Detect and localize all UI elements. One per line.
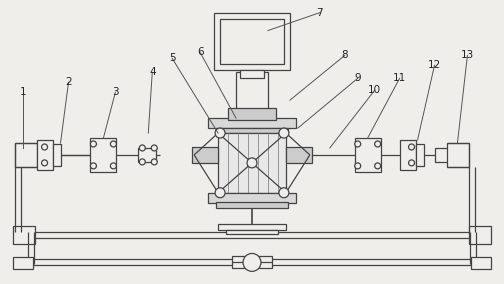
Bar [469,225,491,243]
Bar [216,202,288,208]
Text: 9: 9 [354,73,361,83]
Text: 10: 10 [368,85,381,95]
Circle shape [409,160,415,166]
Text: 11: 11 [393,73,406,83]
Circle shape [151,145,157,151]
Bar [226,229,278,233]
Circle shape [247,158,257,168]
Circle shape [110,163,116,169]
Bar [286,147,312,163]
Bar [52,144,60,166]
Circle shape [355,163,361,169]
Circle shape [279,188,289,198]
Bar [208,118,296,128]
Text: 13: 13 [461,51,474,60]
Bar [471,257,491,270]
Bar [37,140,52,170]
Circle shape [42,160,47,166]
Bar [236,72,268,118]
Circle shape [42,144,47,150]
Bar [218,133,286,193]
Bar [355,138,381,172]
Bar [13,225,35,243]
Circle shape [374,141,381,147]
Bar [228,108,276,120]
Text: 5: 5 [169,53,175,63]
Text: 4: 4 [149,67,156,77]
Circle shape [139,159,145,165]
Circle shape [151,159,157,165]
Circle shape [279,128,289,138]
Bar [13,257,33,270]
Bar [192,147,218,163]
Circle shape [215,128,225,138]
Circle shape [110,141,116,147]
Bar [240,70,264,78]
Text: 7: 7 [317,8,323,18]
Text: 12: 12 [428,60,441,70]
Circle shape [139,145,145,151]
Bar [416,144,423,166]
Bar [214,12,290,70]
Circle shape [355,141,361,147]
Circle shape [90,163,96,169]
Text: 2: 2 [65,77,72,87]
Circle shape [243,253,261,272]
Circle shape [374,163,381,169]
Bar [220,19,284,64]
Circle shape [409,144,415,150]
Circle shape [90,141,96,147]
Text: 3: 3 [112,87,118,97]
Bar [90,138,116,172]
Bar [216,128,288,133]
Bar [208,193,296,203]
Bar [15,143,37,167]
Text: 6: 6 [197,47,204,57]
Text: 1: 1 [19,87,26,97]
Bar [448,143,469,167]
Text: 8: 8 [341,51,348,60]
Bar [435,148,454,162]
Bar [218,224,286,229]
Bar [400,140,416,170]
Bar [138,148,156,162]
Circle shape [215,188,225,198]
Bar [232,256,272,268]
